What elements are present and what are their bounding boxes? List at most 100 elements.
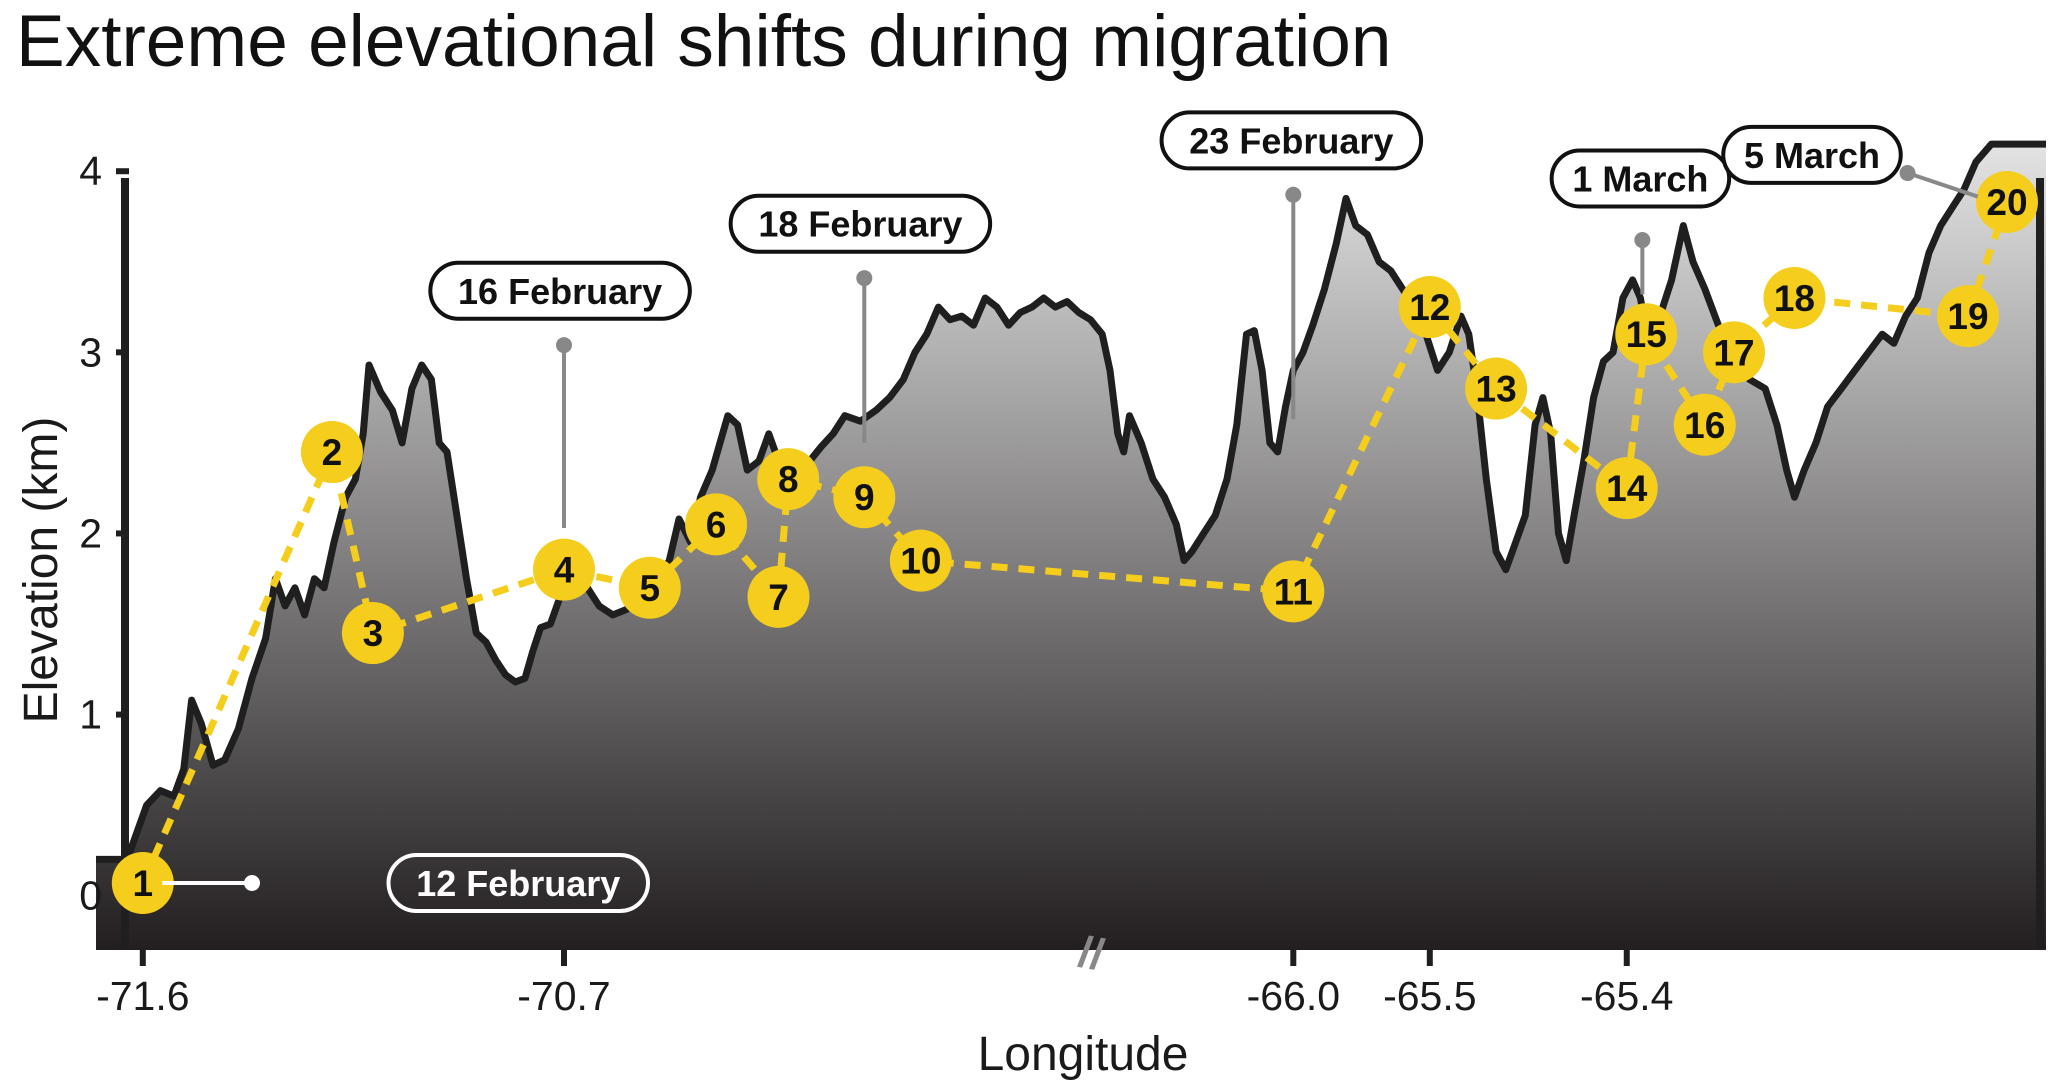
date-annotation: 16 February [428,260,692,529]
date-label-box [1549,148,1732,209]
route-point: 7 [747,565,810,628]
route-point: 17 [1703,321,1765,384]
route-point-label: 19 [1947,296,1988,337]
annotation-anchor-dot [856,270,873,287]
date-annotation: 1 March [1549,148,1732,295]
route-point-label: 14 [1606,468,1648,509]
route-point-marker [618,556,681,619]
route-point-marker [1763,267,1826,329]
route-point-marker [1398,276,1461,339]
terrain-area [96,144,2046,951]
route-point-label: 8 [778,459,799,500]
route-point: 9 [833,466,896,529]
route-point-label: 5 [640,568,661,609]
route-point: 20 [1976,171,2038,234]
annotation-anchor-dot [556,337,572,354]
route-point-label: 15 [1626,314,1667,355]
route-point-marker [1262,560,1325,623]
date-annotation: 5 March [1721,124,1979,199]
route-point-marker [1976,171,2038,234]
route-point-label: 18 [1774,278,1815,319]
chart-title: Extreme elevational shifts during migrat… [16,1,1392,82]
y-tick-label: 4 [79,148,102,194]
route-point: 1 [111,851,174,914]
date-label-box [728,193,993,254]
route-point-marker [1615,303,1678,366]
route-point-marker [833,466,896,529]
route-point: 19 [1937,285,1999,348]
route-point-marker [300,420,363,483]
date-annotation: 12 February [162,852,650,913]
route-point: 16 [1673,393,1736,456]
route-point-label: 9 [854,477,875,518]
route-point-marker [1673,393,1736,456]
annotation-anchor-dot [244,874,260,891]
date-annotation: 18 February [728,193,993,443]
date-annotations: 12 February 16 February 18 February 23 Febr… [162,110,1979,913]
x-axis-label: Longitude [978,1028,1189,1081]
route-point: 10 [889,529,952,592]
route-point-label: 12 [1409,287,1450,328]
route-point-marker [1595,457,1658,520]
date-label-box [1159,110,1424,171]
x-tick-label: -66.0 [1247,973,1340,1019]
route-point: 3 [341,602,404,665]
route-point-marker [889,529,952,592]
route-point-marker [341,602,404,665]
y-tick-label: 2 [79,510,102,556]
route-point-label: 6 [706,504,727,545]
route-point: 14 [1595,457,1658,520]
route-point-label: 2 [322,432,343,473]
route-point: 2 [300,420,363,483]
annotation-anchor-dot [1285,186,1302,203]
route-point-label: 10 [900,541,941,582]
route-point: 18 [1763,267,1826,329]
route-point: 12 [1398,276,1461,339]
route-point-marker [1465,357,1528,420]
date-label-box [1721,124,1903,185]
date-label: 12 February [416,863,620,904]
route-point-label: 13 [1476,369,1517,410]
route-point-marker [1703,321,1765,384]
y-tick-label: 0 [79,873,102,919]
route-point-marker [533,538,595,601]
annotation-leader-line [1906,171,1979,199]
date-annotation: 23 February [1159,110,1424,420]
x-tick-label: -70.7 [517,973,610,1019]
plot-area [96,140,2046,951]
y-axis-label: Elevation (km) [15,417,68,724]
annotation-anchor-dot [1899,165,1916,182]
x-tick-label: -65.4 [1580,973,1673,1019]
date-label-box [386,852,650,913]
annotation-anchor-dot [1634,232,1651,249]
date-label: 23 February [1189,120,1393,161]
route-point-marker [747,565,810,628]
y-tick-label: 3 [79,329,102,375]
date-label: 5 March [1744,135,1880,176]
route-point-marker [685,493,748,556]
route-point: 15 [1615,303,1678,366]
route-point-label: 4 [554,550,575,591]
route-point-label: 11 [1274,571,1313,612]
route-point-label: 7 [768,577,789,618]
route-point: 4 [533,538,595,601]
date-label-box [428,260,692,321]
route-point-label: 17 [1713,332,1754,373]
route-point: 8 [757,448,820,511]
route-point: 13 [1465,357,1528,420]
route-point-marker [111,851,174,914]
x-tick-label: -71.6 [96,973,189,1019]
x-tick-label: -65.5 [1383,973,1476,1019]
route-point-label: 20 [1986,182,2027,223]
route-point-label: 16 [1684,405,1725,446]
route-point: 11 [1262,560,1325,623]
route-point-label: 3 [363,613,384,654]
date-label: 16 February [458,271,662,312]
route-point: 6 [685,493,748,556]
y-tick-label: 1 [79,692,102,738]
route-point-label: 1 [133,863,154,904]
date-label: 18 February [758,204,962,245]
